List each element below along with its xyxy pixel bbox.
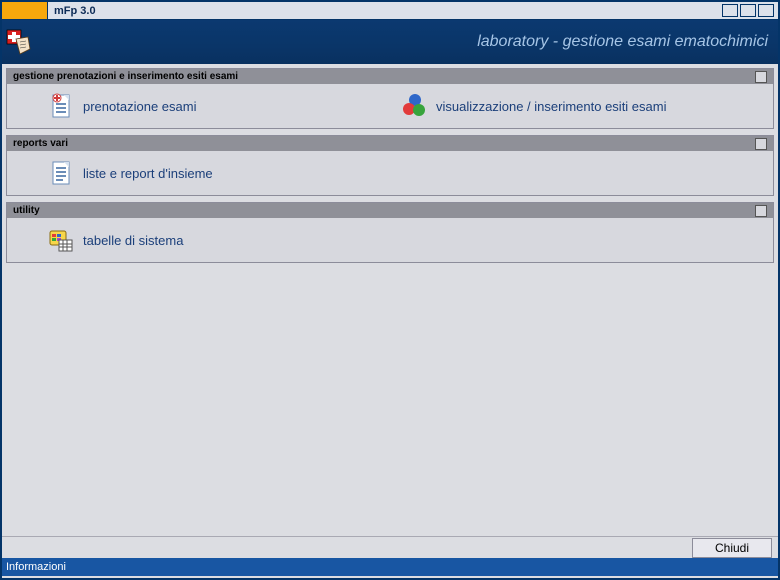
close-button[interactable]: Chiudi (692, 538, 772, 558)
document-plus-icon (47, 92, 75, 120)
menu-item-label: liste e report d'insieme (83, 166, 213, 181)
titlebar-accent (2, 2, 48, 19)
group-title: gestione prenotazioni e inserimento esit… (13, 71, 238, 82)
collapse-button[interactable] (755, 71, 767, 83)
minimize-button[interactable] (722, 4, 738, 17)
menu-item-label: tabelle di sistema (83, 233, 183, 248)
footer: Chiudi (2, 536, 778, 558)
content: gestione prenotazioni e inserimento esit… (2, 64, 778, 536)
menu-item-label: prenotazione esami (83, 99, 196, 114)
close-window-button[interactable] (758, 4, 774, 17)
group-utility: utility (6, 202, 774, 263)
menu-item-label: visualizzazione / inserimento esiti esam… (436, 99, 666, 114)
menu-item-liste-report[interactable]: liste e report d'insieme (47, 159, 733, 187)
menu-item-prenotazione-esami[interactable]: prenotazione esami (47, 92, 380, 120)
menu-item-visualizzazione-esiti[interactable]: visualizzazione / inserimento esiti esam… (400, 92, 733, 120)
statusbar: Informazioni (2, 558, 778, 576)
document-lines-icon (47, 159, 75, 187)
header: laboratory - gestione esami ematochimici (2, 20, 778, 64)
group-header: reports vari (7, 136, 773, 151)
color-dots-icon (400, 92, 428, 120)
collapse-button[interactable] (755, 138, 767, 150)
header-title: laboratory - gestione esami ematochimici (477, 33, 768, 51)
palette-tables-icon (47, 226, 75, 254)
window-controls (722, 4, 778, 17)
status-text: Informazioni (6, 561, 66, 573)
group-reports: reports vari liste e report d'insieme (6, 135, 774, 196)
app-icon (6, 27, 36, 57)
group-title: utility (13, 205, 40, 216)
group-header: utility (7, 203, 773, 218)
titlebar: mFp 3.0 (2, 2, 778, 20)
window-title: mFp 3.0 (48, 5, 722, 17)
group-prenotazioni: gestione prenotazioni e inserimento esit… (6, 68, 774, 129)
menu-item-tabelle-sistema[interactable]: tabelle di sistema (47, 226, 733, 254)
maximize-button[interactable] (740, 4, 756, 17)
group-header: gestione prenotazioni e inserimento esit… (7, 69, 773, 84)
collapse-button[interactable] (755, 205, 767, 217)
group-title: reports vari (13, 138, 68, 149)
